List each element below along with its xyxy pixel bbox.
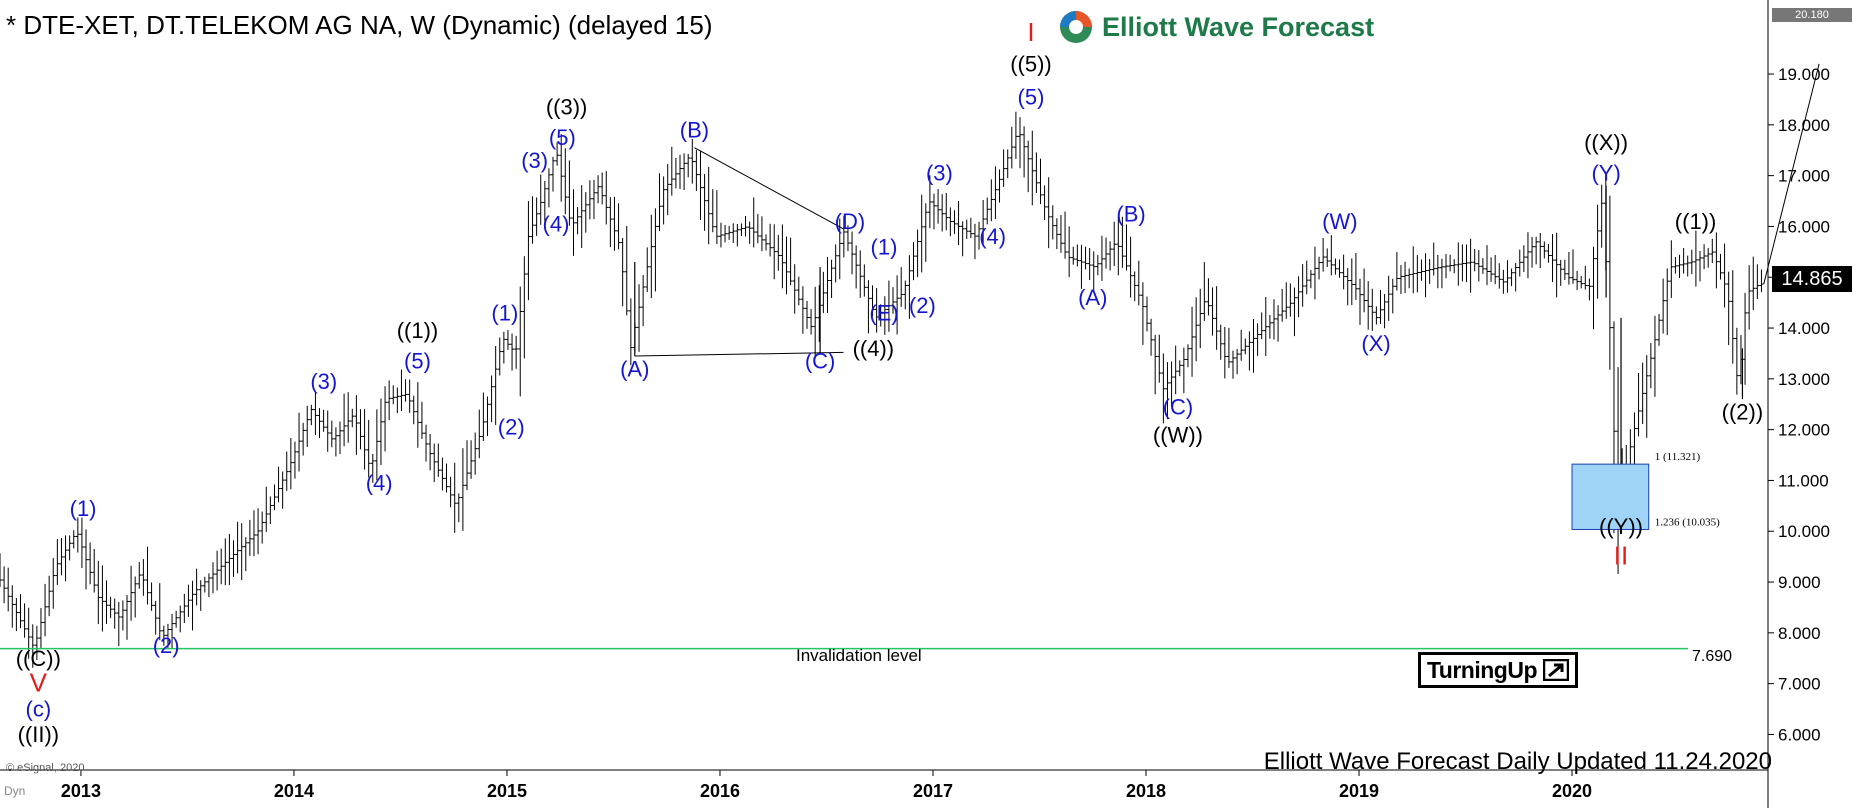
wave-label: (3) (926, 161, 953, 186)
wave-label: (3) (310, 369, 337, 394)
wave-label: (X) (1361, 331, 1390, 356)
copyright: © eSignal, 2020 (6, 762, 85, 774)
projection-line (1763, 63, 1820, 285)
ohlc-bars (0, 111, 1764, 668)
y-tick-label: 19.000 (1778, 65, 1830, 84)
wave-label: (3) (521, 148, 548, 173)
y-tick-label: 9.000 (1778, 573, 1821, 592)
wave-label: (B) (1116, 201, 1145, 226)
x-tick-label: 2019 (1339, 781, 1379, 801)
y-tick-label: 14.000 (1778, 319, 1830, 338)
fib-lower-label: 1.236 (10.035) (1655, 516, 1720, 528)
wave-label: ((Y)) (1599, 514, 1643, 539)
y-tick-label: 7.000 (1778, 675, 1821, 694)
fib-target-box (1571, 463, 1650, 530)
y-tick-label: 10.000 (1778, 522, 1830, 541)
x-tick-label: 2020 (1552, 781, 1592, 801)
wave-label: ((C)) (16, 646, 61, 671)
arrow-up-right-icon (1543, 659, 1570, 681)
wave-label: ((1)) (397, 318, 439, 343)
y-tick-label: 17.000 (1778, 167, 1830, 186)
wave-label: (A) (1078, 285, 1107, 310)
wave-label: ((3)) (546, 95, 588, 120)
y-tick-label: 16.000 (1778, 217, 1830, 236)
wave-label: I (1027, 17, 1034, 47)
wave-label: (B) (680, 118, 709, 143)
wave-label: (W) (1322, 209, 1357, 234)
wave-label: (C) (1163, 394, 1194, 419)
wave-label: (2) (153, 633, 180, 658)
wave-label: ((4)) (853, 336, 895, 361)
top-price-tag: 20.180 (1772, 8, 1852, 22)
wave-label: (1) (491, 300, 518, 325)
chart-overlays: 1 (11.321) 1.236 (10.035) (0, 63, 1820, 650)
y-tick-label: 6.000 (1778, 725, 1821, 744)
wave-label: (2) (909, 293, 936, 318)
globe-icon (1060, 11, 1092, 43)
triangle-trendline (694, 147, 844, 230)
wave-label: (C) (805, 349, 836, 374)
wave-labels: ((C))V(c)((II)) (1) (2) (3) (4) (5) ((1)) (1) (2… (16, 17, 1763, 747)
price-axis: 6.000 7.000 8.000 9.000 10.000 11.000 12.000 13… (1767, 0, 1830, 808)
wave-label: (4) (543, 212, 570, 237)
chart-title: * DTE-XET, DT.TELEKOM AG NA, W (Dynamic)… (6, 10, 713, 40)
wave-label: ((II)) (18, 722, 60, 747)
brand-name: Elliott Wave Forecast (1102, 11, 1375, 42)
wave-label: (4) (366, 471, 393, 496)
wave-label: (5) (549, 125, 576, 150)
wave-label: ((X)) (1584, 130, 1628, 155)
wave-label: (1) (871, 234, 898, 259)
dyn-label: Dyn (4, 784, 26, 798)
wave-label: (A) (620, 356, 649, 381)
time-axis: 2013 2014 2015 2016 2017 2018 2019 2020 (0, 769, 1768, 801)
update-caption: Elliott Wave Forecast Daily Updated 11.2… (1263, 748, 1772, 775)
wave-label: (D) (835, 209, 866, 234)
wave-label: (2) (498, 415, 525, 440)
wave-label: V (30, 667, 48, 697)
brand-logo-group: Elliott Wave Forecast (1058, 8, 1374, 46)
y-tick-label: 8.000 (1778, 624, 1821, 643)
wave-label: (4) (979, 224, 1006, 249)
wave-label: (c) (26, 697, 52, 722)
fib-upper-label: 1 (11.321) (1655, 451, 1701, 463)
wave-label: (5) (1018, 85, 1045, 110)
x-tick-label: 2018 (1126, 781, 1166, 801)
last-price-tag: 14.865 (1772, 266, 1852, 292)
wave-label: II (1614, 540, 1628, 570)
y-tick-label: 12.000 (1778, 421, 1830, 440)
wave-label: (Y) (1591, 161, 1620, 186)
invalidation-label: Invalidation level (796, 646, 922, 665)
wave-label: (5) (404, 349, 431, 374)
triangle-trendline (634, 351, 844, 357)
wave-label: (E) (869, 300, 898, 325)
wave-label: ((W)) (1153, 422, 1203, 447)
wave-label: (1) (70, 496, 97, 521)
x-tick-label: 2017 (913, 781, 953, 801)
x-tick-label: 2014 (274, 781, 314, 801)
invalidation-price: 7.690 (1692, 648, 1733, 665)
wave-label: ((2)) (1722, 399, 1764, 424)
y-tick-label: 18.000 (1778, 116, 1830, 135)
turning-up-label: TurningUp (1426, 656, 1538, 683)
x-tick-label: 2013 (61, 781, 101, 801)
x-tick-label: 2015 (487, 781, 527, 801)
y-tick-label: 11.000 (1778, 471, 1829, 490)
turning-up-badge: TurningUp (1418, 652, 1578, 688)
wave-label: ((1)) (1675, 209, 1717, 234)
wave-label: ((5)) (1010, 52, 1052, 77)
y-tick-label: 13.000 (1778, 370, 1830, 389)
x-tick-label: 2016 (700, 781, 740, 801)
